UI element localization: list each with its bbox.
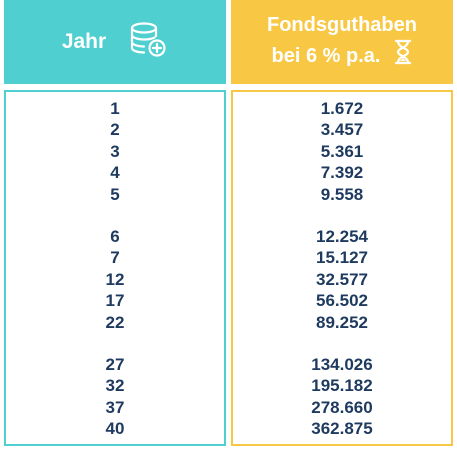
year-cell: 40 <box>105 419 125 439</box>
database-add-icon <box>128 20 168 65</box>
year-cell: 27 <box>105 355 125 374</box>
fund-value-cell: 32.577 <box>316 269 368 289</box>
fund-column-header: Fondsguthaben bei 6 % p.a. <box>231 0 453 84</box>
year-cell: 2 <box>110 120 120 140</box>
fund-header-line1: Fondsguthaben <box>267 14 417 36</box>
year-cell: 3 <box>110 141 120 161</box>
fund-value-cell: 278.660 <box>311 397 373 417</box>
year-cell: 1 <box>110 99 120 118</box>
year-column: 1 2 3 4 5 6 7 12 17 22 27 32 37 40 <box>4 90 226 446</box>
fund-value-cell: 9.558 <box>320 184 364 204</box>
fund-value-cell: 134.026 <box>311 355 373 374</box>
hourglass-icon <box>380 39 412 73</box>
fund-value-cell: 89.252 <box>316 312 368 332</box>
year-cell: 7 <box>110 248 120 268</box>
fund-value-cell: 7.392 <box>320 163 364 183</box>
year-cell: 4 <box>110 163 120 183</box>
year-cell: 37 <box>105 397 125 417</box>
fund-value-column: 1.672 3.457 5.361 7.392 9.558 12.254 15.127 32.… <box>231 90 453 446</box>
year-column-header: Jahr <box>4 0 226 84</box>
year-header-label: Jahr <box>61 30 107 53</box>
fund-value-cell: 56.502 <box>316 291 368 311</box>
fund-value-cell: 362.875 <box>311 419 373 439</box>
year-cell: 22 <box>105 312 125 332</box>
fund-value-cell: 15.127 <box>316 248 368 268</box>
fund-header-line2: bei 6 % p.a. <box>271 45 381 67</box>
year-cell: 17 <box>105 291 125 311</box>
year-cell: 5 <box>110 184 120 204</box>
fund-value-cell: 1.672 <box>320 99 364 118</box>
year-cell: 32 <box>105 376 125 396</box>
fund-value-cell: 195.182 <box>311 376 373 396</box>
fund-value-cell: 12.254 <box>316 227 368 246</box>
fund-value-cell: 3.457 <box>320 120 364 140</box>
fund-value-cell: 5.361 <box>320 141 364 161</box>
year-cell: 12 <box>105 269 125 289</box>
year-cell: 6 <box>110 227 120 246</box>
